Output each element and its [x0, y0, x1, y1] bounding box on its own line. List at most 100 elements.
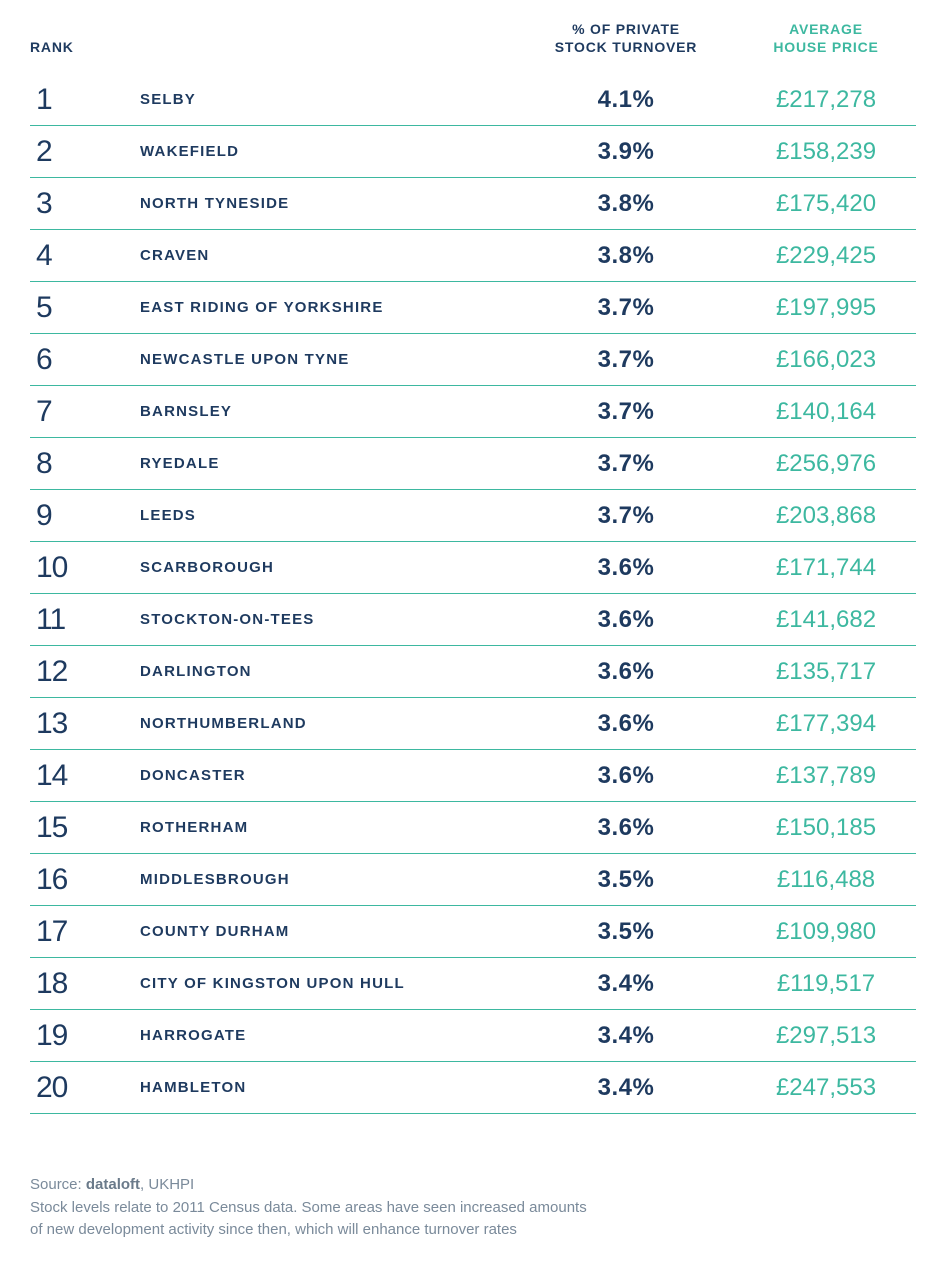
table-row: 1SELBY4.1%£217,278 [30, 74, 916, 126]
turnover-cell: 3.6% [516, 606, 736, 634]
location-cell: EAST RIDING OF YORKSHIRE [140, 299, 516, 316]
rank-cell: 18 [30, 967, 140, 1001]
rank-cell: 16 [30, 863, 140, 897]
header-price-line2: HOUSE PRICE [736, 38, 916, 56]
header-price-line1: AVERAGE [736, 20, 916, 38]
price-cell: £175,420 [736, 190, 916, 218]
rank-cell: 10 [30, 551, 140, 585]
table-row: 17COUNTY DURHAM3.5%£109,980 [30, 906, 916, 958]
rank-cell: 2 [30, 135, 140, 169]
table-row: 18CITY OF KINGSTON UPON HULL3.4%£119,517 [30, 958, 916, 1010]
price-cell: £119,517 [736, 970, 916, 998]
location-cell: NORTHUMBERLAND [140, 715, 516, 732]
table-row: 12DARLINGTON3.6%£135,717 [30, 646, 916, 698]
table-row: 13NORTHUMBERLAND3.6%£177,394 [30, 698, 916, 750]
footnote: Source: dataloft, UKHPI Stock levels rel… [30, 1174, 916, 1242]
table-row: 9LEEDS3.7%£203,868 [30, 490, 916, 542]
location-cell: WAKEFIELD [140, 143, 516, 160]
location-cell: HARROGATE [140, 1027, 516, 1044]
location-cell: SELBY [140, 91, 516, 108]
header-price: AVERAGE HOUSE PRICE [736, 20, 916, 56]
price-cell: £247,553 [736, 1074, 916, 1102]
price-cell: £135,717 [736, 658, 916, 686]
header-turnover: % OF PRIVATE STOCK TURNOVER [516, 20, 736, 56]
location-cell: CRAVEN [140, 247, 516, 264]
table-row: 15ROTHERHAM3.6%£150,185 [30, 802, 916, 854]
table-row: 3NORTH TYNESIDE3.8%£175,420 [30, 178, 916, 230]
turnover-cell: 3.8% [516, 190, 736, 218]
turnover-cell: 3.7% [516, 450, 736, 478]
location-cell: ROTHERHAM [140, 819, 516, 836]
table-row: 11STOCKTON-ON-TEES3.6%£141,682 [30, 594, 916, 646]
turnover-cell: 3.6% [516, 658, 736, 686]
turnover-cell: 3.4% [516, 1022, 736, 1050]
footnote-source-suffix: , UKHPI [140, 1176, 194, 1193]
header-turnover-line1: % OF PRIVATE [516, 20, 736, 38]
location-cell: DARLINGTON [140, 663, 516, 680]
rank-cell: 17 [30, 915, 140, 949]
turnover-cell: 3.7% [516, 294, 736, 322]
turnover-cell: 3.5% [516, 866, 736, 894]
location-cell: STOCKTON-ON-TEES [140, 611, 516, 628]
price-cell: £197,995 [736, 294, 916, 322]
rank-cell: 8 [30, 447, 140, 481]
price-cell: £140,164 [736, 398, 916, 426]
price-cell: £177,394 [736, 710, 916, 738]
table-row: 2WAKEFIELD3.9%£158,239 [30, 126, 916, 178]
location-cell: NORTH TYNESIDE [140, 195, 516, 212]
price-cell: £171,744 [736, 554, 916, 582]
turnover-cell: 3.7% [516, 398, 736, 426]
rank-cell: 9 [30, 499, 140, 533]
location-cell: COUNTY DURHAM [140, 923, 516, 940]
price-cell: £229,425 [736, 242, 916, 270]
price-cell: £116,488 [736, 866, 916, 894]
table-row: 20HAMBLETON3.4%£247,553 [30, 1062, 916, 1114]
footnote-source-strong: dataloft [86, 1176, 140, 1193]
price-cell: £141,682 [736, 606, 916, 634]
turnover-cell: 3.4% [516, 970, 736, 998]
rank-cell: 4 [30, 239, 140, 273]
turnover-cell: 3.6% [516, 554, 736, 582]
rank-cell: 7 [30, 395, 140, 429]
location-cell: HAMBLETON [140, 1079, 516, 1096]
footnote-source-prefix: Source: [30, 1176, 86, 1193]
location-cell: LEEDS [140, 507, 516, 524]
rank-cell: 12 [30, 655, 140, 689]
price-cell: £203,868 [736, 502, 916, 530]
turnover-cell: 3.5% [516, 918, 736, 946]
price-cell: £109,980 [736, 918, 916, 946]
ranking-table: RANK % OF PRIVATE STOCK TURNOVER AVERAGE… [30, 20, 916, 1114]
price-cell: £150,185 [736, 814, 916, 842]
table-row: 14DONCASTER3.6%£137,789 [30, 750, 916, 802]
table-row: 6NEWCASTLE UPON TYNE3.7%£166,023 [30, 334, 916, 386]
table-row: 10SCARBOROUGH3.6%£171,744 [30, 542, 916, 594]
location-cell: NEWCASTLE UPON TYNE [140, 351, 516, 368]
rank-cell: 20 [30, 1071, 140, 1105]
header-rank: RANK [30, 38, 140, 56]
rank-cell: 5 [30, 291, 140, 325]
price-cell: £137,789 [736, 762, 916, 790]
turnover-cell: 3.8% [516, 242, 736, 270]
location-cell: DONCASTER [140, 767, 516, 784]
rank-cell: 19 [30, 1019, 140, 1053]
turnover-cell: 3.7% [516, 346, 736, 374]
table-header-row: RANK % OF PRIVATE STOCK TURNOVER AVERAGE… [30, 20, 916, 74]
turnover-cell: 3.6% [516, 710, 736, 738]
table-row: 16MIDDLESBROUGH3.5%£116,488 [30, 854, 916, 906]
header-turnover-line2: STOCK TURNOVER [516, 38, 736, 56]
table-row: 4CRAVEN3.8%£229,425 [30, 230, 916, 282]
rank-cell: 15 [30, 811, 140, 845]
rank-cell: 14 [30, 759, 140, 793]
footnote-source: Source: dataloft, UKHPI [30, 1174, 916, 1197]
turnover-cell: 3.6% [516, 814, 736, 842]
price-cell: £256,976 [736, 450, 916, 478]
location-cell: SCARBOROUGH [140, 559, 516, 576]
location-cell: BARNSLEY [140, 403, 516, 420]
price-cell: £158,239 [736, 138, 916, 166]
location-cell: MIDDLESBROUGH [140, 871, 516, 888]
footnote-line2: Stock levels relate to 2011 Census data.… [30, 1197, 916, 1220]
rank-cell: 1 [30, 83, 140, 117]
turnover-cell: 3.9% [516, 138, 736, 166]
rank-cell: 13 [30, 707, 140, 741]
rank-cell: 11 [30, 603, 140, 637]
